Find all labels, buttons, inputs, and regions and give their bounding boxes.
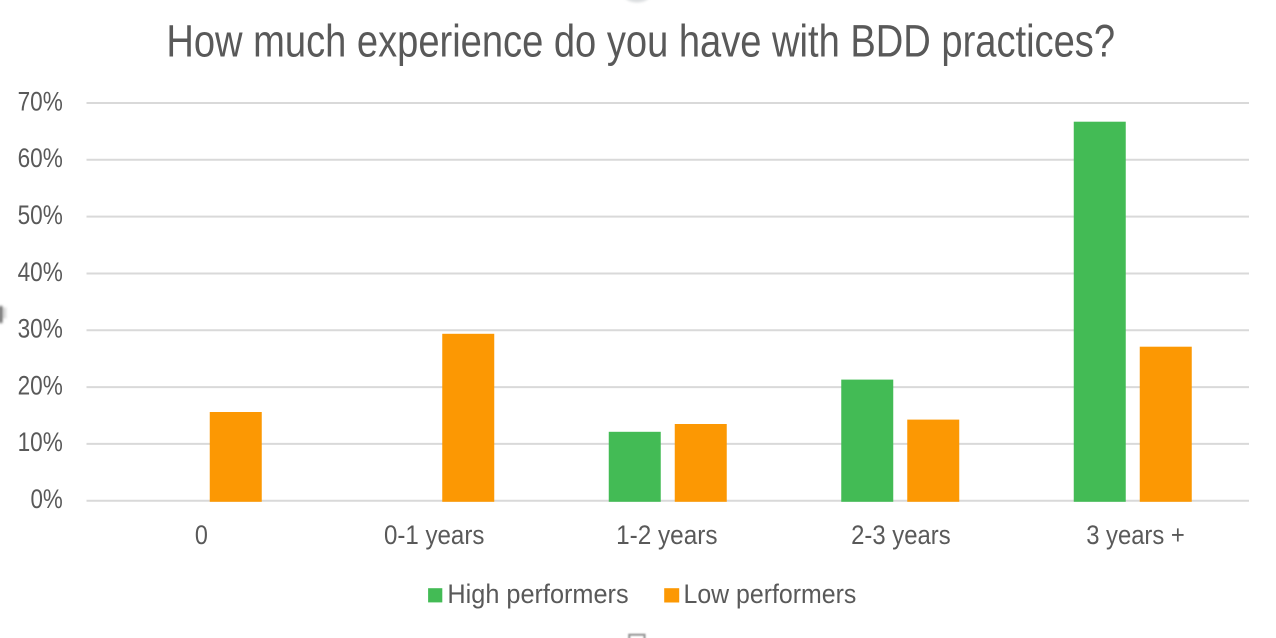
svg-text:2-3 years: 2-3 years bbox=[851, 520, 951, 550]
svg-text:40%: 40% bbox=[18, 257, 63, 287]
svg-text:Low performers: Low performers bbox=[684, 579, 857, 609]
svg-text:10%: 10% bbox=[18, 427, 63, 457]
svg-text:3 years +: 3 years + bbox=[1086, 520, 1185, 550]
svg-text:70%: 70% bbox=[18, 86, 63, 116]
svg-text:30%: 30% bbox=[18, 314, 63, 344]
svg-text:0: 0 bbox=[195, 520, 208, 550]
svg-text:20%: 20% bbox=[18, 370, 63, 400]
svg-text:0-1 years: 0-1 years bbox=[384, 520, 484, 550]
svg-text:0%: 0% bbox=[31, 484, 63, 514]
svg-text:How much experience do you hav: How much experience do you have with BDD… bbox=[166, 15, 1115, 66]
svg-text:50%: 50% bbox=[18, 200, 63, 230]
svg-text:1-2 years: 1-2 years bbox=[616, 520, 717, 550]
svg-text:High performers: High performers bbox=[447, 579, 628, 609]
svg-text:60%: 60% bbox=[18, 143, 63, 173]
